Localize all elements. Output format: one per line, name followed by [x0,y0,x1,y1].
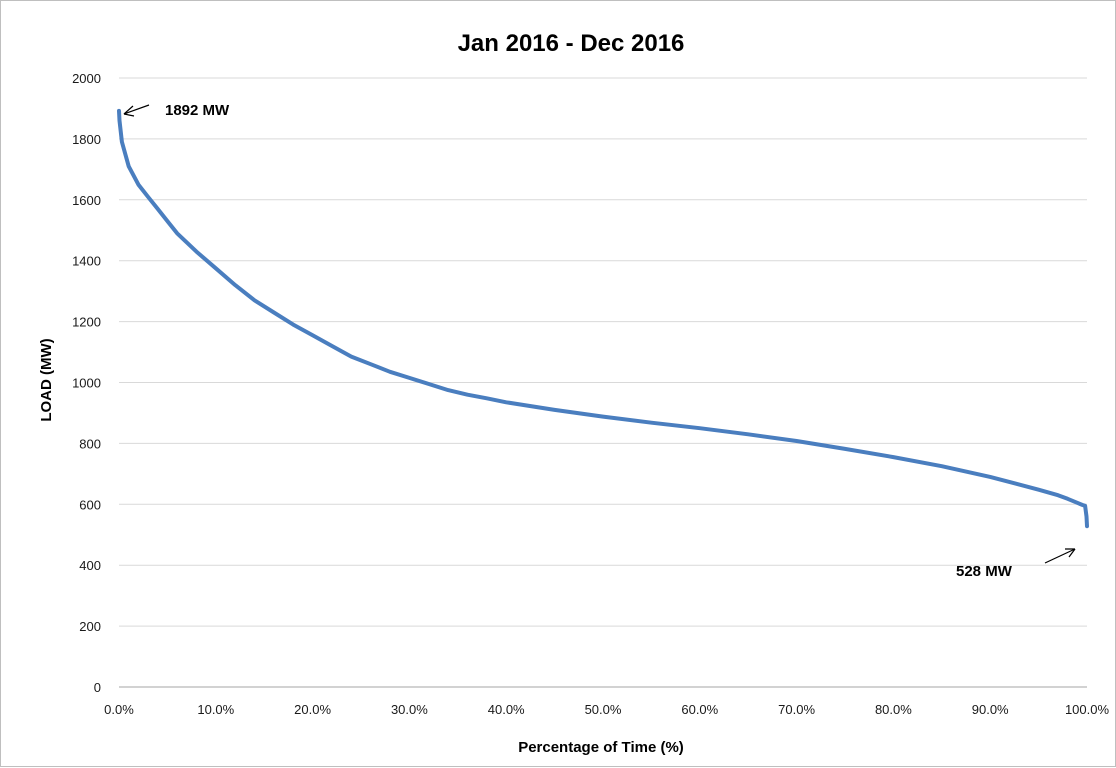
annotations: 1892 MW 528 MW [123,102,1076,580]
min-annotation: 528 MW [956,563,1013,580]
x-axis-title: Percentage of Time (%) [518,739,684,756]
x-tick-label: 80.0% [875,702,912,717]
y-tick-label: 2000 [72,71,101,86]
x-tick-label: 40.0% [488,702,525,717]
x-tick-label: 20.0% [294,702,331,717]
y-tick-label: 600 [79,497,101,512]
x-tick-label: 50.0% [585,702,622,717]
y-tick-label: 1200 [72,315,101,330]
y-tick-label: 200 [79,619,101,634]
x-tick-label: 100.0% [1065,702,1110,717]
y-axis-title: LOAD (MW) [38,338,55,421]
y-tick-label: 1800 [72,132,101,147]
y-tick-label: 1000 [72,376,101,391]
min-arrow [1044,548,1076,564]
x-tick-label: 0.0% [104,702,134,717]
peak-arrowhead [123,105,135,117]
series-layer [117,108,1089,529]
x-tick-label: 30.0% [391,702,428,717]
peak-arrow [123,104,150,115]
x-tick-label: 10.0% [197,702,234,717]
y-tick-label: 1600 [72,193,101,208]
chart-title: Jan 2016 - Dec 2016 [458,30,685,57]
y-tick-label: 800 [79,436,101,451]
x-tick-labels: 0.0% 10.0% 20.0% 30.0% 40.0% 50.0% 60.0% 70.0% 8… [104,702,1109,717]
peak-annotation: 1892 MW [165,102,230,119]
y-tick-label: 0 [94,680,101,695]
y-tick-label: 1400 [72,254,101,269]
x-tick-label: 70.0% [778,702,815,717]
y-tick-label: 400 [79,558,101,573]
y-tick-labels: 0 200 400 600 800 1000 1200 1400 1600 1800 2000 [72,71,101,695]
series-line [117,108,1089,529]
x-tick-label: 60.0% [681,702,718,717]
grid-lines [119,77,1087,688]
min-arrowhead [1065,548,1076,558]
x-tick-label: 90.0% [972,702,1009,717]
